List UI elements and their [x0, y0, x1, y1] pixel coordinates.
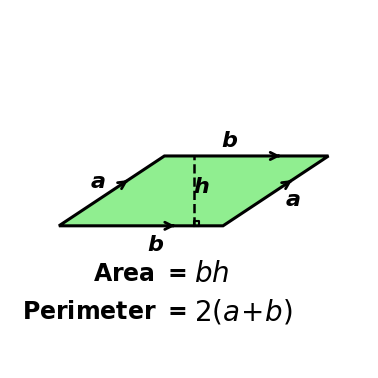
Text: b: b [148, 235, 164, 255]
Text: h: h [193, 177, 209, 197]
Polygon shape [59, 156, 328, 226]
Text: a: a [286, 190, 301, 210]
Text: Perimeter $\mathbf{=}$: Perimeter $\mathbf{=}$ [22, 300, 194, 324]
Text: a: a [91, 172, 106, 192]
Text: $bh$: $bh$ [194, 260, 229, 288]
Text: Area $\mathbf{=}$: Area $\mathbf{=}$ [93, 262, 194, 286]
Text: $2(a\!+\!b)$: $2(a\!+\!b)$ [194, 297, 292, 326]
Text: b: b [221, 132, 237, 152]
